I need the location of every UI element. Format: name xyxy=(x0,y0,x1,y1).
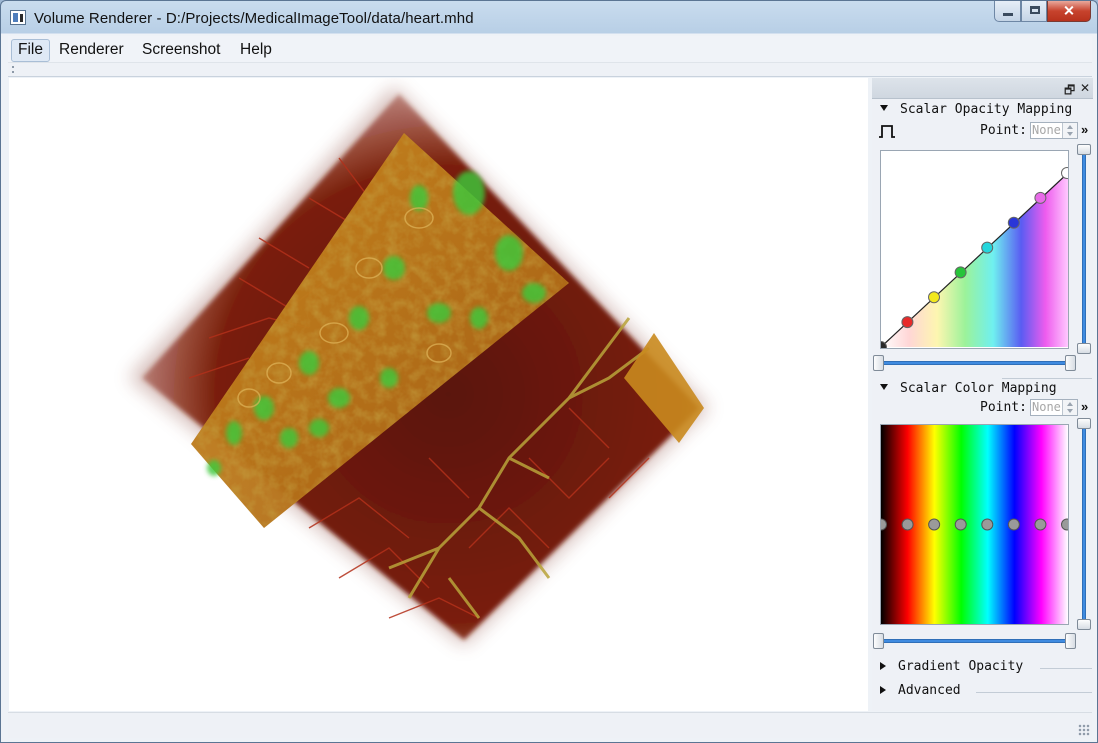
slider-track xyxy=(877,639,1072,643)
color-control-point[interactable] xyxy=(954,518,967,531)
color-section-title: Scalar Color Mapping xyxy=(900,381,1057,396)
divider xyxy=(976,692,1092,693)
opacity-more-button[interactable]: » xyxy=(1081,122,1089,137)
color-control-point[interactable] xyxy=(981,518,994,531)
opacity-section-header[interactable]: Scalar Opacity Mapping xyxy=(880,102,1072,117)
color-section-header[interactable]: Scalar Color Mapping xyxy=(880,381,1057,396)
toolbar xyxy=(8,63,1092,77)
minimize-icon xyxy=(1003,13,1013,16)
opacity-point-label: Point: xyxy=(980,123,1027,138)
color-control-point[interactable] xyxy=(881,518,887,531)
color-horizontal-range-slider[interactable] xyxy=(873,633,1076,649)
divider xyxy=(1040,668,1092,669)
collapse-arrow-icon xyxy=(880,384,888,390)
slider-track xyxy=(877,361,1072,365)
opacity-point-spinbox[interactable]: None xyxy=(1030,122,1078,139)
close-button[interactable]: ✕ xyxy=(1047,1,1091,22)
advanced-title: Advanced xyxy=(898,683,961,698)
maximize-icon xyxy=(1030,6,1040,14)
color-point-value: None xyxy=(1032,400,1061,414)
render-viewport[interactable] xyxy=(9,78,868,711)
color-point-spinbox[interactable]: None xyxy=(1030,399,1078,416)
opacity-control-point[interactable] xyxy=(1034,191,1047,204)
menu-screenshot[interactable]: Screenshot xyxy=(142,41,221,58)
slider-bottom-handle[interactable] xyxy=(1077,619,1091,630)
app-icon xyxy=(10,10,26,25)
slider-left-handle[interactable] xyxy=(873,355,884,371)
transfer-function-dock: 🗗 ✕ Scalar Opacity Mapping Point: None » xyxy=(872,78,1093,711)
slider-right-handle[interactable] xyxy=(1065,633,1076,649)
toolbar-grip-icon[interactable] xyxy=(12,66,16,73)
window-controls: ✕ xyxy=(994,1,1091,23)
collapse-arrow-icon xyxy=(880,105,888,111)
slider-right-handle[interactable] xyxy=(1065,355,1076,371)
slider-track xyxy=(1082,424,1086,624)
color-editor[interactable] xyxy=(880,424,1069,625)
status-bar xyxy=(8,712,1092,738)
color-map-canvas[interactable] xyxy=(881,425,1068,624)
advanced-header[interactable]: Advanced xyxy=(880,683,961,698)
minimize-button[interactable] xyxy=(994,1,1021,22)
slider-top-handle[interactable] xyxy=(1077,144,1091,155)
slider-bottom-handle[interactable] xyxy=(1077,343,1091,354)
slider-top-handle[interactable] xyxy=(1077,418,1091,429)
dock-header[interactable]: 🗗 ✕ xyxy=(872,78,1093,99)
volume-rendering-icon xyxy=(129,86,709,646)
title-bar[interactable]: Volume Renderer - D:/Projects/MedicalIma… xyxy=(1,1,1097,35)
close-dock-icon[interactable]: ✕ xyxy=(1080,81,1091,95)
menu-help[interactable]: Help xyxy=(240,41,272,58)
opacity-control-point[interactable] xyxy=(981,241,994,254)
color-control-point[interactable] xyxy=(1034,518,1047,531)
opacity-curve-canvas[interactable] xyxy=(881,151,1068,348)
expand-arrow-icon xyxy=(880,686,886,694)
gradient-opacity-header[interactable]: Gradient Opacity xyxy=(880,659,1023,674)
opacity-control-point[interactable] xyxy=(901,316,914,329)
spin-arrows-icon[interactable] xyxy=(1062,123,1077,138)
opacity-control-point[interactable] xyxy=(928,291,941,304)
color-control-point[interactable] xyxy=(1007,518,1020,531)
slider-track xyxy=(1082,150,1086,348)
color-vertical-range-slider[interactable] xyxy=(1077,418,1091,630)
menu-bar: File Renderer Screenshot Help xyxy=(8,36,1092,63)
expand-arrow-icon xyxy=(880,662,886,670)
resize-grip-icon[interactable] xyxy=(1078,724,1090,736)
opacity-editor[interactable] xyxy=(880,150,1069,349)
slider-left-handle[interactable] xyxy=(873,633,884,649)
opacity-control-point[interactable] xyxy=(881,341,887,349)
color-control-point[interactable] xyxy=(928,518,941,531)
opacity-vertical-range-slider[interactable] xyxy=(1077,144,1091,354)
divider xyxy=(1002,378,1092,379)
gradient-opacity-title: Gradient Opacity xyxy=(898,659,1024,674)
color-more-button[interactable]: » xyxy=(1081,399,1089,414)
opacity-control-point[interactable] xyxy=(1007,216,1020,229)
opacity-control-point[interactable] xyxy=(1061,167,1069,179)
pulse-shape-icon[interactable] xyxy=(878,124,896,138)
close-icon: ✕ xyxy=(1063,2,1075,19)
opacity-control-point[interactable] xyxy=(954,266,967,279)
opacity-section-title: Scalar Opacity Mapping xyxy=(900,102,1073,117)
menu-file[interactable]: File xyxy=(11,39,50,62)
maximize-button[interactable] xyxy=(1021,1,1047,22)
window-title: Volume Renderer - D:/Projects/MedicalIma… xyxy=(34,10,474,27)
opacity-point-value: None xyxy=(1032,123,1061,137)
color-control-point[interactable] xyxy=(901,518,914,531)
color-control-point[interactable] xyxy=(1061,518,1069,531)
color-point-label: Point: xyxy=(980,400,1027,415)
spin-arrows-icon[interactable] xyxy=(1062,400,1077,415)
opacity-horizontal-range-slider[interactable] xyxy=(873,355,1076,371)
menu-renderer[interactable]: Renderer xyxy=(59,41,124,58)
float-dock-icon[interactable]: 🗗 xyxy=(1064,83,1076,97)
